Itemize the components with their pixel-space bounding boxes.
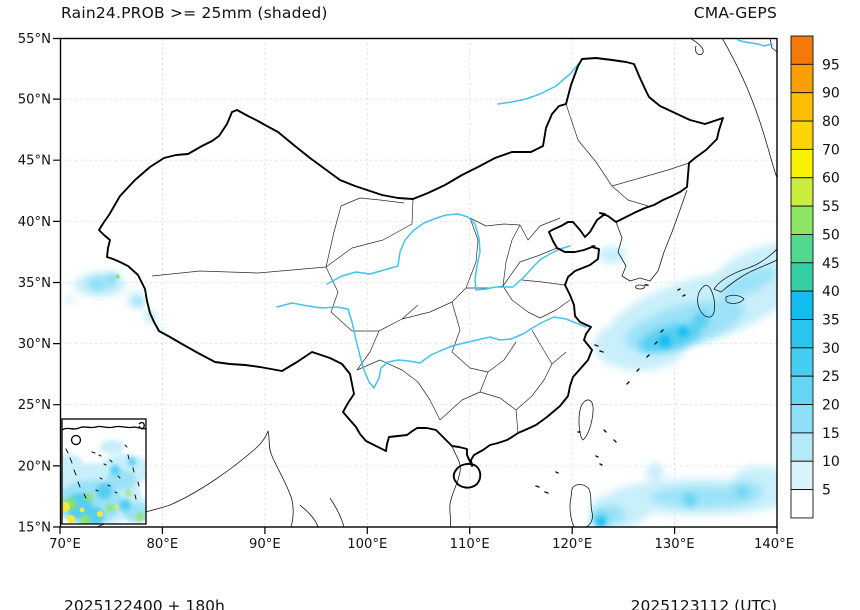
model-name: CMA-GEPS (693, 4, 777, 22)
axis-ticks (53, 37, 778, 534)
lon-label: 70°E (49, 537, 81, 552)
colorbar-segment (790, 63, 814, 94)
colorbar-label: 15 (822, 426, 840, 442)
lat-label: 55°N (18, 32, 51, 47)
colorbar-segment (790, 177, 814, 207)
lat-label: 15°N (18, 521, 51, 536)
colorbar-segment (790, 347, 814, 377)
lon-label: 130°E (655, 537, 695, 552)
foreign-coastlines (96, 38, 777, 527)
colorbar-segment (790, 233, 814, 264)
lon-label: 110°E (450, 537, 490, 552)
colorbar-labels: 95 90 80 70 60 55 50 45 40 35 30 25 20 1… (822, 57, 840, 498)
lat-label: 20°N (18, 459, 51, 474)
init-times: 2025122400 + 180h 2025122408 + 180h (64, 549, 225, 610)
colorbar-segment (790, 148, 814, 179)
colorbar-segment (790, 205, 814, 235)
colorbar: 95 90 80 70 60 55 50 45 40 35 30 25 20 1… (790, 35, 840, 519)
lat-label: 30°N (18, 337, 51, 352)
colorbar-segment (790, 404, 814, 434)
colorbar-label: 60 (822, 171, 840, 187)
lat-label: 45°N (18, 154, 51, 169)
colorbar-segment (790, 489, 814, 519)
lat-label: 50°N (18, 93, 51, 108)
colorbar-segment (790, 290, 814, 320)
colorbar-segment (790, 262, 814, 292)
colorbar-segment (790, 120, 814, 150)
lon-label: 80°E (147, 537, 179, 552)
valid-times: 2025123112 (UTC) 2025123120 (CST) (631, 549, 777, 610)
inset-coastlines (62, 421, 146, 446)
colorbar-label: 25 (822, 369, 840, 385)
plot-frame (59, 37, 778, 528)
colorbar-label: 50 (822, 227, 840, 243)
lat-label: 25°N (18, 398, 51, 413)
lon-label: 140°E (754, 537, 794, 552)
province-boundaries (151, 103, 690, 434)
colorbar-label: 90 (822, 86, 840, 102)
colorbar-label: 30 (822, 341, 840, 357)
colorbar-label: 35 (822, 313, 840, 329)
colorbar-segment (790, 319, 814, 349)
shading-high-spot (115, 274, 120, 279)
colorbar-segment (790, 460, 814, 491)
colorbar-label: 20 (822, 398, 840, 414)
colorbar-label: 55 (822, 199, 840, 215)
colorbar-label: 45 (822, 256, 840, 272)
shading-strong (597, 327, 688, 526)
lat-label: 40°N (18, 215, 51, 230)
colorbar-label: 80 (822, 114, 840, 130)
inset-border (61, 418, 147, 525)
init-time-utc: 2025122400 + 180h (64, 597, 225, 610)
lat-label: 35°N (18, 276, 51, 291)
colorbar-segment (790, 92, 814, 122)
colorbar-label: 5 (822, 483, 831, 499)
lon-label: 120°E (552, 537, 592, 552)
inset-shading-yellow (62, 502, 119, 523)
page-title: Rain24.PROB >= 25mm (shaded) (61, 4, 328, 22)
colorbar-label: 10 (822, 454, 840, 470)
island-marks (535, 245, 686, 494)
colorbar-label: 95 (822, 57, 840, 73)
inset-island-marks (65, 444, 140, 500)
colorbar-segment (790, 432, 814, 462)
china-border (98, 57, 724, 489)
colorbar-label: 40 (822, 284, 840, 300)
colorbar-label: 70 (822, 142, 840, 158)
colorbar-segment (790, 375, 814, 406)
valid-time-utc: 2025123112 (UTC) (630, 597, 777, 610)
lon-axis-labels: 70°E 80°E 90°E 100°E 110°E 120°E 130°E 1… (49, 537, 794, 552)
lon-label: 90°E (249, 537, 281, 552)
lon-label: 100°E (347, 537, 387, 552)
colorbar-segment (790, 35, 814, 65)
lat-axis-labels: 55°N 50°N 45°N 40°N 35°N 30°N 25°N 20°N … (18, 32, 51, 536)
inset-map (61, 418, 147, 525)
shading-faint (66, 242, 777, 527)
